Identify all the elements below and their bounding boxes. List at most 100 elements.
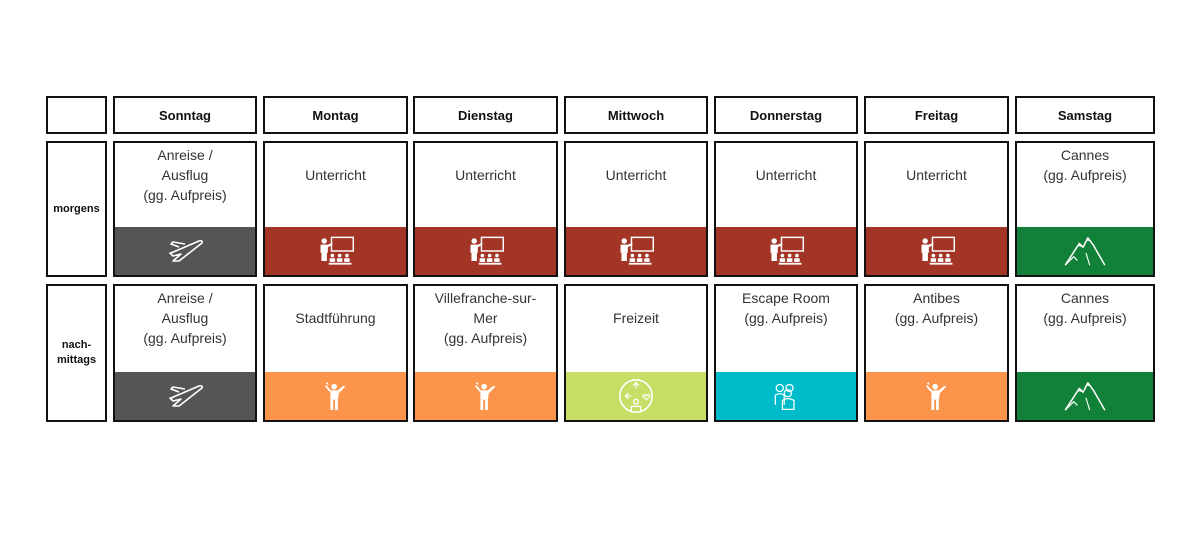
day-header-label: Freitag — [914, 107, 959, 123]
category-band-lesson — [265, 227, 406, 275]
schedule-cell-morning-montag: Unterricht — [263, 141, 408, 277]
group-icon — [770, 380, 802, 412]
schedule-cell-afternoon-samstag: Cannes (gg. Aufpreis) — [1015, 284, 1155, 422]
activity-label-line: (gg. Aufpreis) — [744, 310, 828, 326]
activity-label-line: Unterricht — [455, 167, 516, 183]
activity-label-line: (gg. Aufpreis) — [143, 187, 227, 203]
activity-label-line: Escape Room — [742, 290, 830, 306]
activity-label: Cannes (gg. Aufpreis) — [1017, 286, 1153, 374]
category-band-travel — [115, 227, 255, 275]
day-header-mittwoch: Mittwoch — [564, 96, 708, 134]
schedule-cell-afternoon-dienstag: Villefranche-sur- Mer (gg. Aufpreis) — [413, 284, 558, 422]
activity-label-line: Unterricht — [605, 167, 667, 183]
activity-label-line: Mer — [473, 310, 498, 326]
schedule-cell-afternoon-mittwoch: Freizeit — [564, 284, 708, 422]
activity-label-line: (gg. Aufpreis) — [1043, 310, 1127, 326]
category-band-travel — [115, 372, 255, 420]
activity-label-line: (gg. Aufpreis) — [143, 330, 227, 346]
category-band-tour — [265, 372, 406, 420]
schedule-cell-morning-dienstag: Unterricht — [413, 141, 558, 277]
schedule-cell-morning-samstag: Cannes (gg. Aufpreis) — [1015, 141, 1155, 277]
teacher-icon — [466, 234, 506, 268]
activity-label-line: (gg. Aufpreis) — [1043, 167, 1127, 183]
activity-label-line: Anreise / — [157, 147, 213, 163]
corner-cell — [46, 96, 107, 134]
category-band-tour — [866, 372, 1007, 420]
schedule-cell-afternoon-freitag: Antibes (gg. Aufpreis) — [864, 284, 1009, 422]
row-label-afternoon-line2: mittags — [56, 354, 97, 366]
activity-label: Cannes (gg. Aufpreis) — [1017, 143, 1153, 231]
activity-label-line: Unterricht — [755, 167, 817, 183]
activity-label: Unterricht — [415, 143, 556, 251]
guide-icon — [923, 379, 951, 413]
activity-label: Anreise / Ausflug (gg. Aufpreis) — [115, 143, 255, 231]
airplane-icon — [165, 376, 205, 416]
day-header-donnerstag: Donnerstag — [714, 96, 858, 134]
schedule-cell-afternoon-sonntag: Anreise / Ausflug (gg. Aufpreis) — [113, 284, 257, 422]
schedule-cell-morning-mittwoch: Unterricht — [564, 141, 708, 277]
activity-label: Unterricht — [866, 143, 1007, 251]
category-band-excursion — [1017, 372, 1153, 420]
day-header-sonntag: Sonntag — [113, 96, 257, 134]
activity-label-line: Anreise / — [157, 290, 213, 306]
activity-label-line: Ausflug — [161, 310, 209, 326]
row-label-morning: morgens — [46, 141, 107, 277]
row-label-afternoon-line1: nach- — [61, 339, 92, 351]
teacher-icon — [917, 234, 957, 268]
category-band-excursion — [1017, 227, 1153, 275]
activity-label-line: (gg. Aufpreis) — [894, 310, 979, 326]
activity-label-line: Cannes — [1060, 290, 1110, 306]
day-header-label: Sonntag — [159, 107, 211, 123]
day-header-label: Samstag — [1057, 107, 1113, 123]
schedule-cell-morning-freitag: Unterricht — [864, 141, 1009, 277]
activity-label-line: Cannes — [1060, 147, 1110, 163]
freetime-icon — [617, 377, 655, 415]
category-band-lesson — [415, 227, 556, 275]
activity-label: Escape Room (gg. Aufpreis) — [716, 286, 856, 374]
mountain-icon — [1062, 234, 1108, 268]
category-band-lesson — [566, 227, 706, 275]
airplane-icon — [165, 231, 205, 271]
category-band-freetime — [566, 372, 706, 420]
day-header-label: Donnerstag — [749, 107, 823, 123]
schedule-cell-morning-sonntag: Anreise / Ausflug (gg. Aufpreis) — [113, 141, 257, 277]
category-band-tour — [415, 372, 556, 420]
day-header-label: Mittwoch — [607, 107, 665, 123]
activity-label: Antibes (gg. Aufpreis) — [866, 286, 1007, 374]
day-header-samstag: Samstag — [1015, 96, 1155, 134]
mountain-icon — [1062, 379, 1108, 413]
teacher-icon — [766, 234, 806, 268]
activity-label-line: Villefranche-sur- — [434, 290, 537, 306]
teacher-icon — [616, 234, 656, 268]
teacher-icon — [316, 234, 356, 268]
category-band-lesson — [866, 227, 1007, 275]
schedule-cell-morning-donnerstag: Unterricht — [714, 141, 858, 277]
activity-label-line: (gg. Aufpreis) — [443, 330, 528, 346]
activity-label: Anreise / Ausflug (gg. Aufpreis) — [115, 286, 255, 374]
category-band-escape — [716, 372, 856, 420]
activity-label-line: Unterricht — [305, 167, 366, 183]
activity-label: Unterricht — [566, 143, 706, 251]
schedule-cell-afternoon-montag: Stadtführung — [263, 284, 408, 422]
day-header-label: Dienstag — [458, 107, 513, 123]
activity-label-line: Stadtführung — [295, 310, 376, 326]
guide-icon — [322, 379, 350, 413]
day-header-dienstag: Dienstag — [413, 96, 558, 134]
activity-label: Freizeit — [566, 286, 706, 394]
row-label-afternoon: nach- mittags — [46, 284, 107, 422]
activity-label-line: Unterricht — [906, 167, 967, 183]
activity-label: Unterricht — [265, 143, 406, 251]
activity-label: Villefranche-sur- Mer (gg. Aufpreis) — [415, 286, 556, 374]
day-header-freitag: Freitag — [864, 96, 1009, 134]
guide-icon — [472, 379, 500, 413]
day-header-montag: Montag — [263, 96, 408, 134]
schedule-cell-afternoon-donnerstag: Escape Room (gg. Aufpreis) — [714, 284, 858, 422]
activity-label-line: Antibes — [913, 290, 960, 306]
activity-label-line: Ausflug — [161, 167, 209, 183]
activity-label: Unterricht — [716, 143, 856, 251]
category-band-lesson — [716, 227, 856, 275]
row-label-morning-text: morgens — [53, 202, 100, 215]
day-header-label: Montag — [312, 107, 359, 123]
activity-label-line: Freizeit — [613, 310, 659, 326]
activity-label: Stadtführung — [265, 286, 406, 394]
